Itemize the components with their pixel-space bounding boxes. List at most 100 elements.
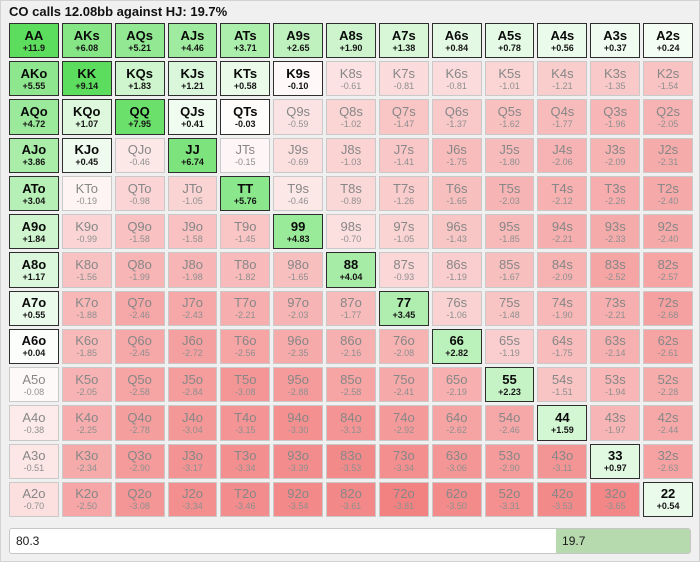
hand-cell-85s[interactable]: 85s -1.67 <box>484 252 535 288</box>
hand-cell-K9s[interactable]: K9s -0.10 <box>273 61 324 97</box>
hand-cell-A9s[interactable]: A9s +2.65 <box>273 23 324 59</box>
hand-cell-A5o[interactable]: A5o -0.08 <box>9 367 59 403</box>
hand-cell-Q3o[interactable]: Q3o -2.90 <box>114 443 165 479</box>
hand-cell-63o[interactable]: 63o -3.06 <box>431 443 482 479</box>
hand-cell-Q6s[interactable]: Q6s -1.37 <box>431 99 482 135</box>
hand-cell-Q7o[interactable]: Q7o -2.46 <box>114 290 165 326</box>
hand-cell-97o[interactable]: 97o -2.03 <box>273 290 324 326</box>
hand-cell-AQo[interactable]: AQo +4.72 <box>9 99 59 135</box>
hand-cell-72o[interactable]: 72o -3.81 <box>378 481 429 517</box>
hand-cell-A2s[interactable]: A2s +0.24 <box>643 23 693 59</box>
hand-cell-A4o[interactable]: A4o -0.38 <box>9 405 59 441</box>
hand-cell-Q2o[interactable]: Q2o -3.08 <box>114 481 165 517</box>
hand-cell-75o[interactable]: 75o -2.41 <box>378 367 429 403</box>
hand-cell-ATs[interactable]: ATs +3.71 <box>220 23 271 59</box>
hand-cell-T4s[interactable]: T4s -2.12 <box>537 175 588 212</box>
hand-cell-T3o[interactable]: T3o -3.34 <box>220 443 271 479</box>
hand-cell-Q2s[interactable]: Q2s -2.05 <box>643 99 693 135</box>
hand-cell-KQs[interactable]: KQs +1.83 <box>114 61 165 97</box>
hand-cell-76o[interactable]: 76o -2.08 <box>378 328 429 365</box>
hand-cell-74s[interactable]: 74s -1.90 <box>537 290 588 326</box>
hand-cell-T3s[interactable]: T3s -2.26 <box>590 175 641 212</box>
hand-cell-95o[interactable]: 95o -2.88 <box>273 367 324 403</box>
hand-cell-Q5s[interactable]: Q5s -1.62 <box>484 99 535 135</box>
hand-cell-K6s[interactable]: K6s -0.81 <box>431 61 482 97</box>
hand-cell-Q8s[interactable]: Q8s -1.02 <box>326 99 376 135</box>
hand-cell-A3o[interactable]: A3o -0.51 <box>9 443 59 479</box>
hand-cell-32o[interactable]: 32o -3.65 <box>590 481 641 517</box>
hand-cell-86s[interactable]: 86s -1.19 <box>431 252 482 288</box>
hand-cell-T4o[interactable]: T4o -3.15 <box>220 405 271 441</box>
hand-cell-A4s[interactable]: A4s +0.56 <box>537 23 588 59</box>
hand-cell-TT[interactable]: TT +5.76 <box>220 175 271 212</box>
hand-cell-73s[interactable]: 73s -2.21 <box>590 290 641 326</box>
hand-cell-74o[interactable]: 74o -2.92 <box>378 405 429 441</box>
hand-cell-75s[interactable]: 75s -1.48 <box>484 290 535 326</box>
hand-cell-Q9s[interactable]: Q9s -0.59 <box>273 99 324 135</box>
hand-cell-KTs[interactable]: KTs +0.58 <box>220 61 271 97</box>
hand-cell-J4s[interactable]: J4s -2.06 <box>537 137 588 173</box>
hand-cell-T5s[interactable]: T5s -2.03 <box>484 175 535 212</box>
hand-cell-J6o[interactable]: J6o -2.72 <box>167 328 218 365</box>
hand-cell-Q7s[interactable]: Q7s -1.47 <box>378 99 429 135</box>
hand-cell-83o[interactable]: 83o -3.53 <box>326 443 376 479</box>
hand-cell-K8s[interactable]: K8s -0.61 <box>326 61 376 97</box>
hand-cell-43s[interactable]: 43s -1.97 <box>590 405 641 441</box>
hand-cell-J5o[interactable]: J5o -2.84 <box>167 367 218 403</box>
hand-cell-43o[interactable]: 43o -3.11 <box>537 443 588 479</box>
hand-cell-A7o[interactable]: A7o +0.55 <box>9 290 59 326</box>
hand-cell-Q6o[interactable]: Q6o -2.45 <box>114 328 165 365</box>
hand-cell-K7s[interactable]: K7s -0.81 <box>378 61 429 97</box>
hand-cell-K2o[interactable]: K2o -2.50 <box>61 481 112 517</box>
hand-cell-62s[interactable]: 62s -2.61 <box>643 328 693 365</box>
hand-cell-Q4s[interactable]: Q4s -1.77 <box>537 99 588 135</box>
hand-cell-AA[interactable]: AA +11.9 <box>9 23 59 59</box>
hand-cell-K3s[interactable]: K3s -1.35 <box>590 61 641 97</box>
hand-cell-66[interactable]: 66 +2.82 <box>431 328 482 365</box>
hand-cell-JJ[interactable]: JJ +6.74 <box>167 137 218 173</box>
hand-cell-T7o[interactable]: T7o -2.21 <box>220 290 271 326</box>
hand-cell-73o[interactable]: 73o -3.34 <box>378 443 429 479</box>
hand-cell-93o[interactable]: 93o -3.39 <box>273 443 324 479</box>
hand-cell-AQs[interactable]: AQs +5.21 <box>114 23 165 59</box>
hand-cell-J9s[interactable]: J9s -0.69 <box>273 137 324 173</box>
hand-cell-J9o[interactable]: J9o -1.58 <box>167 214 218 250</box>
hand-cell-84o[interactable]: 84o -3.13 <box>326 405 376 441</box>
hand-cell-K5o[interactable]: K5o -2.05 <box>61 367 112 403</box>
hand-cell-K4o[interactable]: K4o -2.25 <box>61 405 112 441</box>
hand-cell-KJs[interactable]: KJs +1.21 <box>167 61 218 97</box>
hand-cell-J3s[interactable]: J3s -2.09 <box>590 137 641 173</box>
hand-cell-97s[interactable]: 97s -1.05 <box>378 214 429 250</box>
hand-cell-K4s[interactable]: K4s -1.21 <box>537 61 588 97</box>
hand-cell-KK[interactable]: KK +9.14 <box>61 61 112 97</box>
hand-cell-AJo[interactable]: AJo +3.86 <box>9 137 59 173</box>
hand-cell-J3o[interactable]: J3o -3.17 <box>167 443 218 479</box>
hand-cell-J4o[interactable]: J4o -3.04 <box>167 405 218 441</box>
hand-cell-94o[interactable]: 94o -3.30 <box>273 405 324 441</box>
hand-cell-93s[interactable]: 93s -2.33 <box>590 214 641 250</box>
hand-cell-K3o[interactable]: K3o -2.34 <box>61 443 112 479</box>
hand-cell-T7s[interactable]: T7s -1.26 <box>378 175 429 212</box>
hand-cell-82o[interactable]: 82o -3.61 <box>326 481 376 517</box>
hand-cell-99[interactable]: 99 +4.83 <box>273 214 324 250</box>
hand-cell-65o[interactable]: 65o -2.19 <box>431 367 482 403</box>
hand-cell-AJs[interactable]: AJs +4.46 <box>167 23 218 59</box>
hand-cell-A8o[interactable]: A8o +1.17 <box>9 252 59 288</box>
hand-cell-J2s[interactable]: J2s -2.31 <box>643 137 693 173</box>
hand-cell-Q4o[interactable]: Q4o -2.78 <box>114 405 165 441</box>
hand-cell-76s[interactable]: 76s -1.06 <box>431 290 482 326</box>
hand-cell-T9o[interactable]: T9o -1.45 <box>220 214 271 250</box>
hand-cell-KQo[interactable]: KQo +1.07 <box>61 99 112 135</box>
hand-cell-AKo[interactable]: AKo +5.55 <box>9 61 59 97</box>
hand-cell-A6s[interactable]: A6s +0.84 <box>431 23 482 59</box>
hand-cell-55[interactable]: 55 +2.23 <box>484 367 535 403</box>
hand-cell-Q9o[interactable]: Q9o -1.58 <box>114 214 165 250</box>
hand-cell-85o[interactable]: 85o -2.58 <box>326 367 376 403</box>
hand-cell-52o[interactable]: 52o -3.31 <box>484 481 535 517</box>
hand-cell-QJo[interactable]: QJo -0.46 <box>114 137 165 173</box>
hand-cell-QQ[interactable]: QQ +7.95 <box>114 99 165 135</box>
hand-cell-AKs[interactable]: AKs +6.08 <box>61 23 112 59</box>
hand-cell-K5s[interactable]: K5s -1.01 <box>484 61 535 97</box>
hand-cell-T9s[interactable]: T9s -0.46 <box>273 175 324 212</box>
hand-cell-92s[interactable]: 92s -2.40 <box>643 214 693 250</box>
